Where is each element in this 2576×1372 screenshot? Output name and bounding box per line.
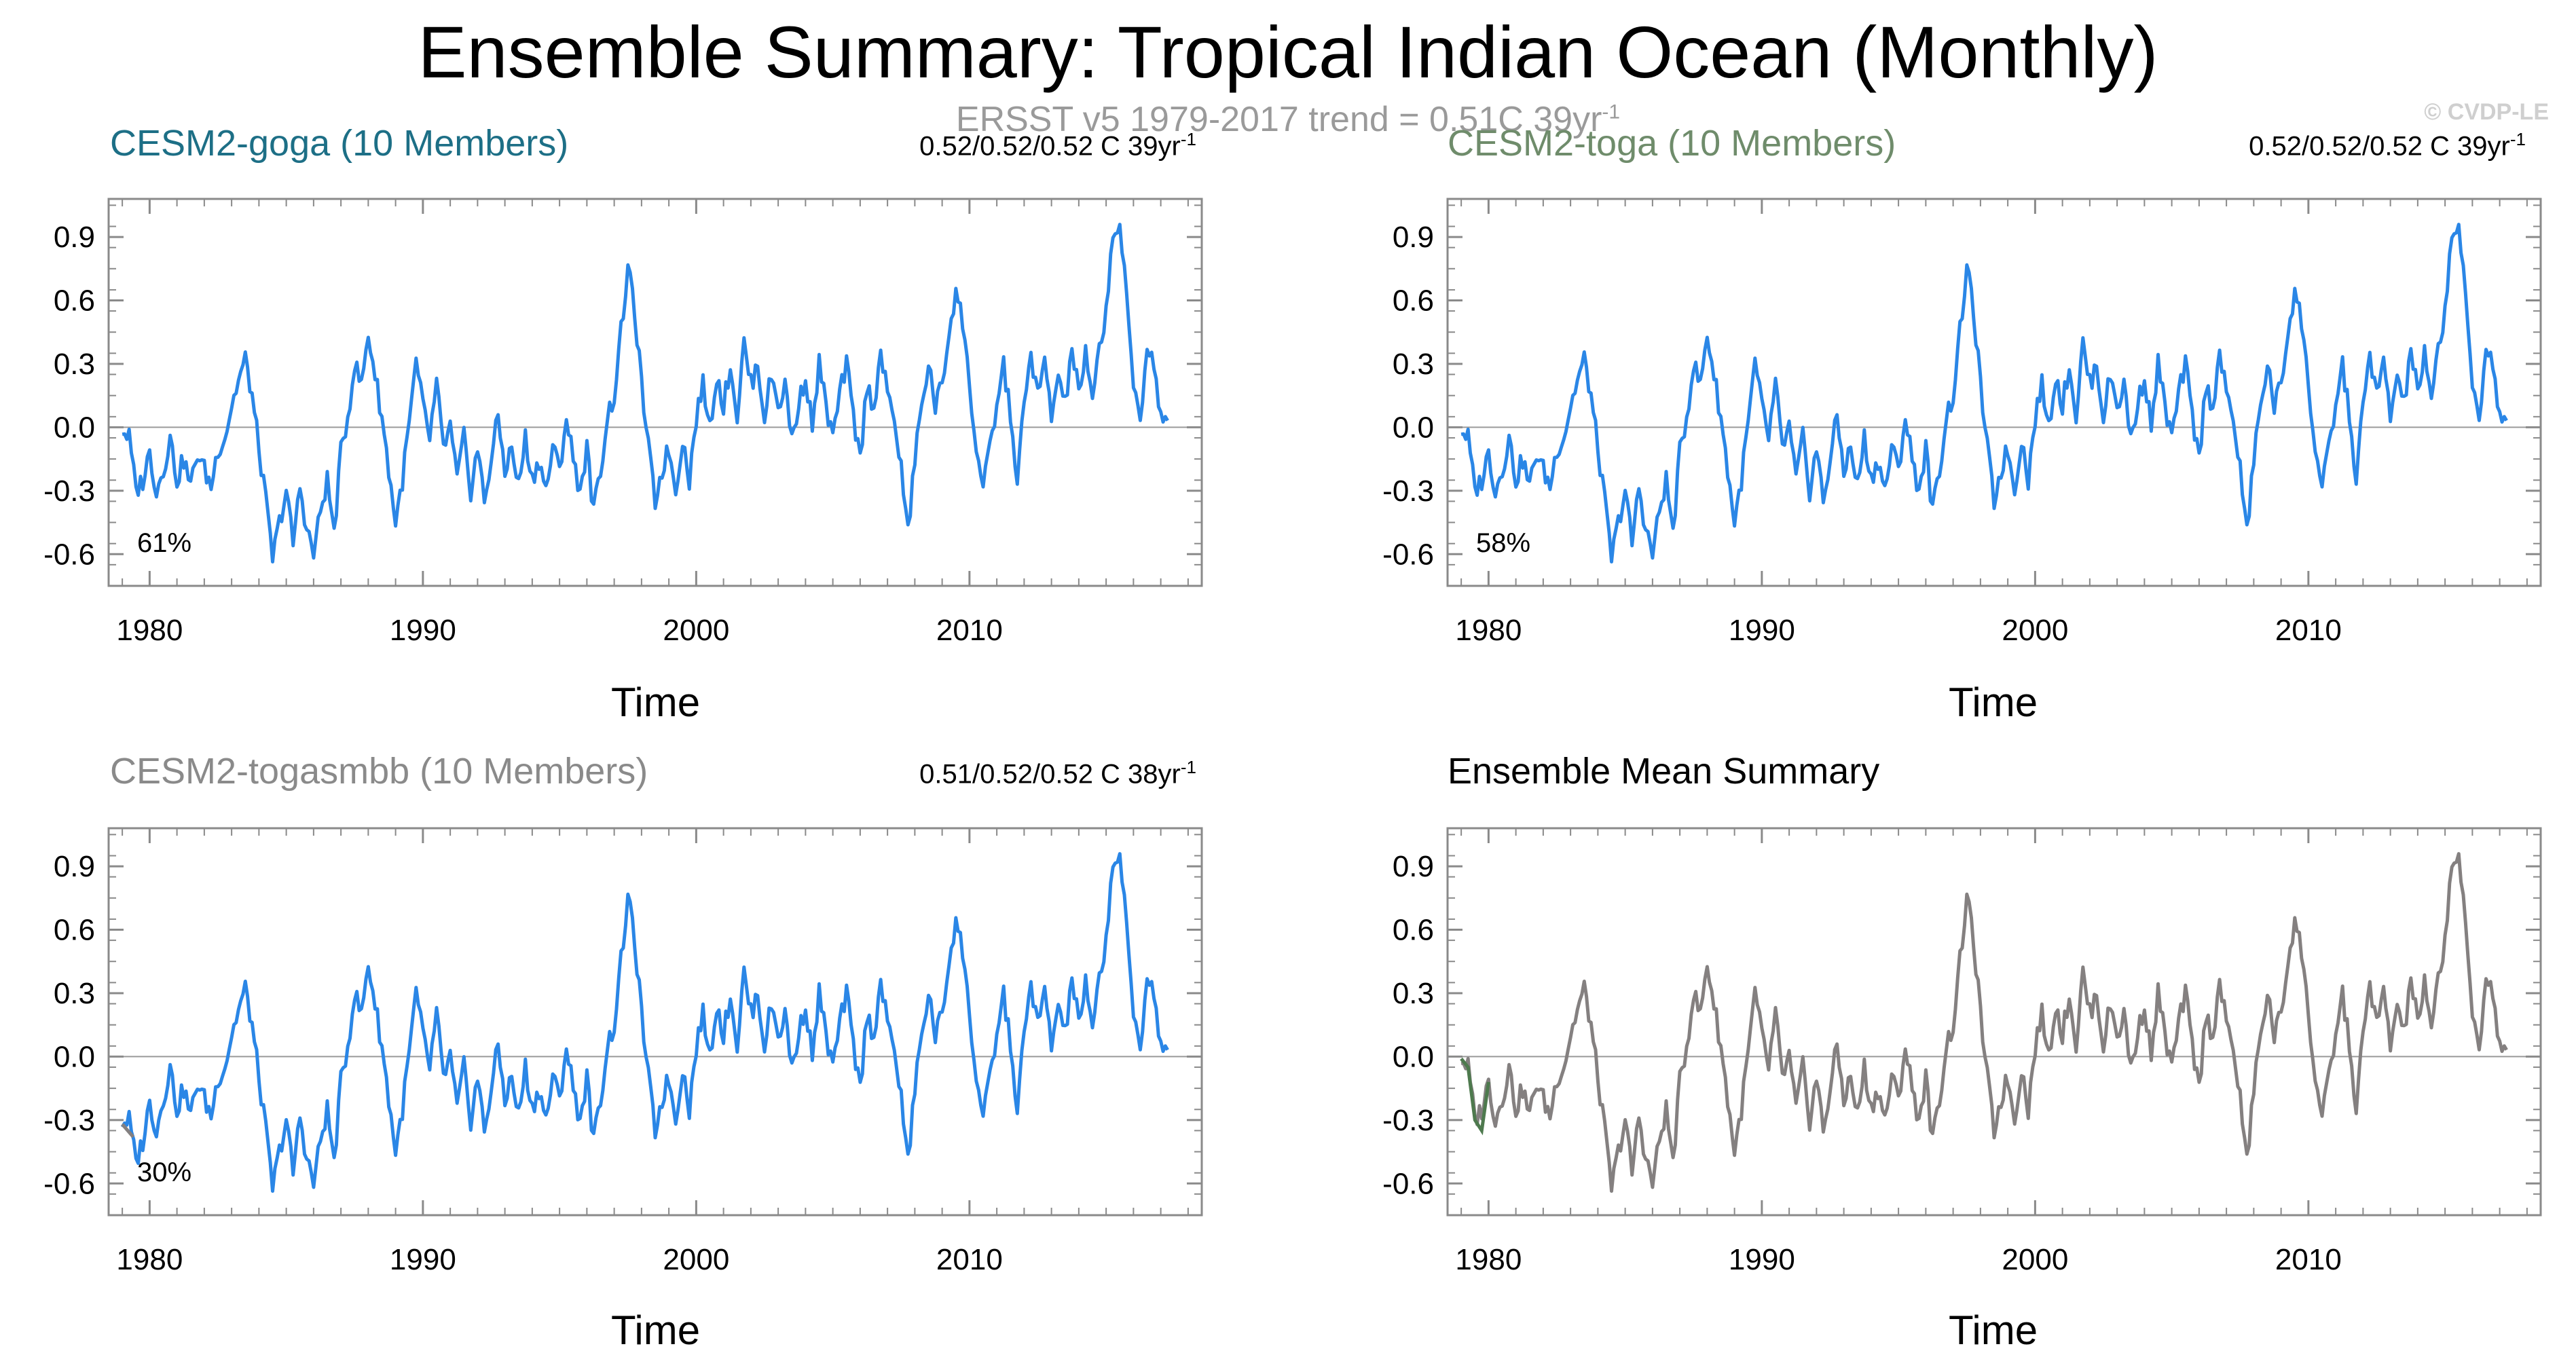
- panel-goga-title: CESM2-goga (10 Members): [110, 123, 569, 164]
- panel-togasmbb-trend: 0.51/0.52/0.52 C 38yr-1: [919, 757, 1196, 790]
- panel-mean-ytick-label: -0.3: [1382, 1104, 1434, 1137]
- panel-mean-frame: [1446, 827, 2542, 1217]
- panel-togasmbb-xtick-label: 2000: [663, 1243, 729, 1276]
- panel-goga-ytick-label: 0.0: [54, 411, 95, 444]
- main-title: Ensemble Summary: Tropical Indian Ocean …: [418, 11, 2158, 93]
- panel-mean-early-segment: [1460, 1057, 1490, 1136]
- panel-mean-xtick-label: 1990: [1729, 1243, 1795, 1276]
- panel-toga-frame: [1446, 198, 2542, 587]
- panel-mean-title: Ensemble Mean Summary: [1448, 751, 1880, 792]
- panel-togasmbb-ytick-label: -0.6: [43, 1167, 95, 1200]
- panel-toga-ytick-label: 0.3: [1393, 348, 1434, 381]
- panel-goga-xtick-label: 1990: [390, 614, 456, 647]
- panel-toga-xtick-label: 2010: [2275, 614, 2342, 647]
- panel-mean-xtick-label: 2010: [2275, 1243, 2342, 1276]
- panel-mean-ytick-label: -0.6: [1382, 1167, 1434, 1200]
- panel-togasmbb-xtick-label: 2010: [936, 1243, 1003, 1276]
- panel-togasmbb-xlabel: Time: [611, 1308, 701, 1353]
- panel-goga-xtick-label: 1980: [116, 614, 183, 647]
- panel-toga-ytick-label: -0.3: [1382, 475, 1434, 508]
- copyright: © CVDP-LE: [2424, 99, 2549, 125]
- panel-goga-xtick-label: 2000: [663, 614, 729, 647]
- panel-toga-ytick-label: 0.6: [1393, 284, 1434, 318]
- panel-goga-ytick-label: -0.3: [43, 475, 95, 508]
- panel-toga-xtick-label: 1990: [1729, 614, 1795, 647]
- panel-toga-series-line: [1460, 223, 2508, 563]
- panel-goga-xlabel: Time: [611, 680, 701, 725]
- panel-mean-ytick-label: 0.3: [1393, 977, 1434, 1010]
- panel-toga-percent: 58%: [1476, 528, 1530, 558]
- panel-mean-xlabel: Time: [1949, 1308, 2038, 1353]
- panel-togasmbb-ytick-label: 0.6: [54, 914, 95, 947]
- subtitle: ERSST v5 1979-2017 trend = 0.51C 39yr-1: [955, 100, 1621, 139]
- panel-togasmbb-series-line: [120, 852, 1169, 1193]
- panel-togasmbb-xtick-label: 1980: [116, 1243, 183, 1276]
- panel-goga-ytick-label: 0.9: [54, 221, 95, 254]
- panel-toga-ytick-label: 0.9: [1393, 221, 1434, 254]
- panel-togasmbb-early-segment: [121, 1123, 135, 1138]
- panel-mean-ytick-label: 0.6: [1393, 914, 1434, 947]
- panel-goga-frame: [107, 198, 1203, 587]
- panel-toga-trend: 0.52/0.52/0.52 C 39yr-1: [2249, 129, 2526, 162]
- panel-togasmbb-ytick-label: 0.3: [54, 977, 95, 1010]
- panel-goga-ytick-label: 0.6: [54, 284, 95, 318]
- panel-togasmbb-percent: 30%: [137, 1157, 191, 1187]
- panel-goga-series-line: [122, 223, 1169, 563]
- panel-mean-xtick-label: 2000: [2002, 1243, 2068, 1276]
- panel-togasmbb-title: CESM2-togasmbb (10 Members): [110, 751, 648, 792]
- panel-goga-percent: 61%: [137, 528, 191, 558]
- panel-toga-ytick-label: -0.6: [1382, 538, 1434, 571]
- panel-mean-ytick-label: 0.0: [1393, 1040, 1434, 1073]
- panel-togasmbb-frame: [107, 827, 1203, 1217]
- panel-togasmbb-ytick-label: 0.9: [54, 850, 95, 883]
- panel-goga-ytick-label: 0.3: [54, 348, 95, 381]
- panel-mean-ytick-label: 0.9: [1393, 850, 1434, 883]
- panel-togasmbb-ytick-label: 0.0: [54, 1040, 95, 1073]
- panel-goga-ytick-label: -0.6: [43, 538, 95, 571]
- panel-toga-title: CESM2-toga (10 Members): [1448, 123, 1896, 164]
- panel-toga-ytick-label: 0.0: [1393, 411, 1434, 444]
- panel-goga-trend: 0.52/0.52/0.52 C 39yr-1: [919, 129, 1196, 162]
- panel-togasmbb-ytick-label: -0.3: [43, 1104, 95, 1137]
- panel-togasmbb-xtick-label: 1990: [390, 1243, 456, 1276]
- panel-toga-xtick-label: 2000: [2002, 614, 2068, 647]
- panel-goga-xtick-label: 2010: [936, 614, 1003, 647]
- panel-toga-xtick-label: 1980: [1455, 614, 1522, 647]
- panel-mean-series-line: [1460, 852, 2508, 1193]
- panel-toga-xlabel: Time: [1949, 680, 2038, 725]
- panel-mean-xtick-label: 1980: [1455, 1243, 1522, 1276]
